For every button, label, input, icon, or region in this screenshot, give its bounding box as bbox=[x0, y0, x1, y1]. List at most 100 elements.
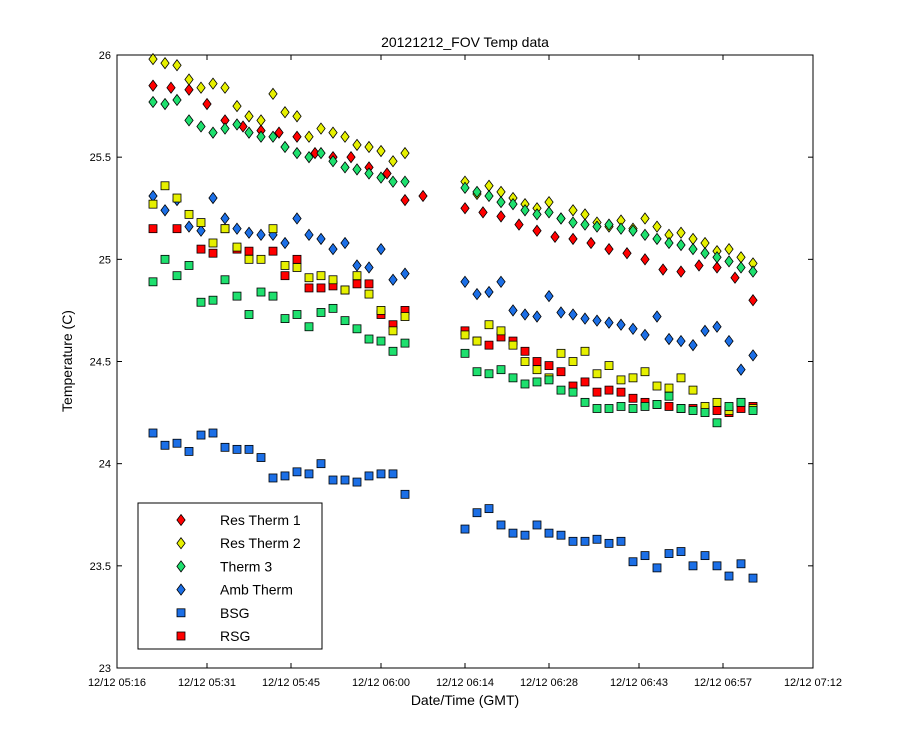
data-point bbox=[328, 303, 338, 313]
data-point bbox=[256, 453, 266, 462]
data-point bbox=[364, 471, 374, 481]
data-point bbox=[676, 373, 686, 383]
y-tick-label: 23 bbox=[99, 663, 111, 675]
data-point bbox=[346, 151, 356, 164]
data-point bbox=[184, 261, 194, 270]
data-point bbox=[268, 224, 278, 234]
data-point bbox=[184, 220, 194, 233]
legend-label: Therm 3 bbox=[220, 558, 272, 574]
data-point bbox=[724, 402, 734, 411]
data-point bbox=[496, 210, 506, 223]
data-point bbox=[568, 536, 578, 546]
data-point bbox=[520, 308, 530, 321]
data-point bbox=[616, 387, 626, 397]
data-point bbox=[148, 224, 158, 234]
data-point bbox=[550, 230, 560, 244]
data-point bbox=[184, 447, 194, 456]
data-point bbox=[676, 404, 686, 413]
data-point bbox=[208, 77, 218, 90]
data-point bbox=[316, 271, 326, 281]
data-point bbox=[496, 520, 506, 530]
x-tick-label: 12/12 05:45 bbox=[262, 677, 320, 689]
legend-marker bbox=[176, 631, 186, 641]
data-point bbox=[640, 367, 650, 377]
data-point bbox=[664, 332, 674, 346]
data-point bbox=[640, 328, 650, 342]
data-point bbox=[628, 404, 638, 413]
data-point bbox=[256, 130, 266, 143]
data-point bbox=[160, 57, 170, 70]
data-point bbox=[352, 324, 362, 334]
data-point bbox=[460, 348, 470, 358]
axis-ticks: 12/12 05:16 12/12 05:31 12/12 05:45 12/12 0… bbox=[88, 50, 842, 689]
data-point bbox=[160, 97, 170, 111]
data-point bbox=[712, 251, 722, 264]
data-point bbox=[580, 346, 590, 356]
data-point bbox=[604, 385, 614, 395]
legend-marker bbox=[176, 583, 186, 596]
data-point bbox=[328, 126, 338, 139]
data-point bbox=[208, 295, 218, 305]
data-point bbox=[352, 271, 362, 281]
data-point bbox=[256, 254, 266, 264]
legend: Res Therm 1 Res Therm 2 Therm 3 Amb Therm BS… bbox=[137, 502, 323, 650]
data-point bbox=[382, 167, 392, 180]
data-point bbox=[268, 291, 278, 301]
data-point bbox=[700, 324, 710, 338]
data-point bbox=[220, 275, 230, 285]
data-point bbox=[748, 265, 758, 278]
data-point bbox=[418, 189, 428, 203]
data-point bbox=[736, 397, 746, 407]
data-point bbox=[520, 379, 530, 389]
legend-marker bbox=[176, 537, 186, 550]
data-point bbox=[484, 189, 494, 203]
data-point bbox=[694, 259, 704, 272]
data-point bbox=[304, 151, 314, 164]
data-point bbox=[232, 99, 242, 113]
data-point bbox=[652, 310, 662, 323]
data-point bbox=[244, 110, 254, 123]
legend-box bbox=[137, 502, 323, 650]
data-point bbox=[748, 573, 758, 583]
data-point bbox=[196, 430, 206, 440]
data-point bbox=[280, 236, 290, 250]
data-point bbox=[586, 236, 596, 250]
data-point bbox=[748, 406, 758, 415]
data-point bbox=[268, 473, 278, 483]
data-point bbox=[616, 536, 626, 546]
data-point bbox=[208, 428, 218, 438]
data-point bbox=[628, 557, 638, 567]
data-point bbox=[280, 314, 290, 323]
data-point bbox=[280, 261, 290, 270]
data-point bbox=[148, 277, 158, 287]
data-point bbox=[532, 365, 542, 375]
data-point bbox=[532, 208, 542, 221]
legend-label: Amb Therm bbox=[220, 582, 293, 598]
data-point bbox=[532, 310, 542, 323]
data-point bbox=[640, 228, 650, 241]
data-point bbox=[604, 242, 614, 256]
data-point bbox=[148, 199, 158, 209]
data-point bbox=[196, 120, 206, 133]
data-point bbox=[400, 312, 410, 321]
data-point bbox=[292, 110, 302, 123]
data-point bbox=[316, 459, 326, 469]
x-tick-label: 12/12 06:28 bbox=[520, 677, 578, 689]
data-point bbox=[280, 471, 290, 481]
data-point bbox=[268, 246, 278, 256]
data-point bbox=[364, 279, 374, 289]
data-point bbox=[688, 338, 698, 352]
data-point bbox=[520, 346, 530, 356]
data-point bbox=[292, 130, 302, 143]
y-tick-label: 23.5 bbox=[90, 561, 111, 573]
data-point bbox=[328, 275, 338, 285]
data-point bbox=[388, 155, 398, 168]
data-point bbox=[244, 254, 254, 264]
data-point bbox=[232, 242, 242, 252]
data-point bbox=[556, 530, 566, 540]
data-point bbox=[166, 81, 176, 94]
data-point bbox=[712, 418, 722, 428]
y-tick-label: 25 bbox=[99, 254, 111, 266]
data-point bbox=[688, 242, 698, 256]
data-point bbox=[580, 218, 590, 231]
